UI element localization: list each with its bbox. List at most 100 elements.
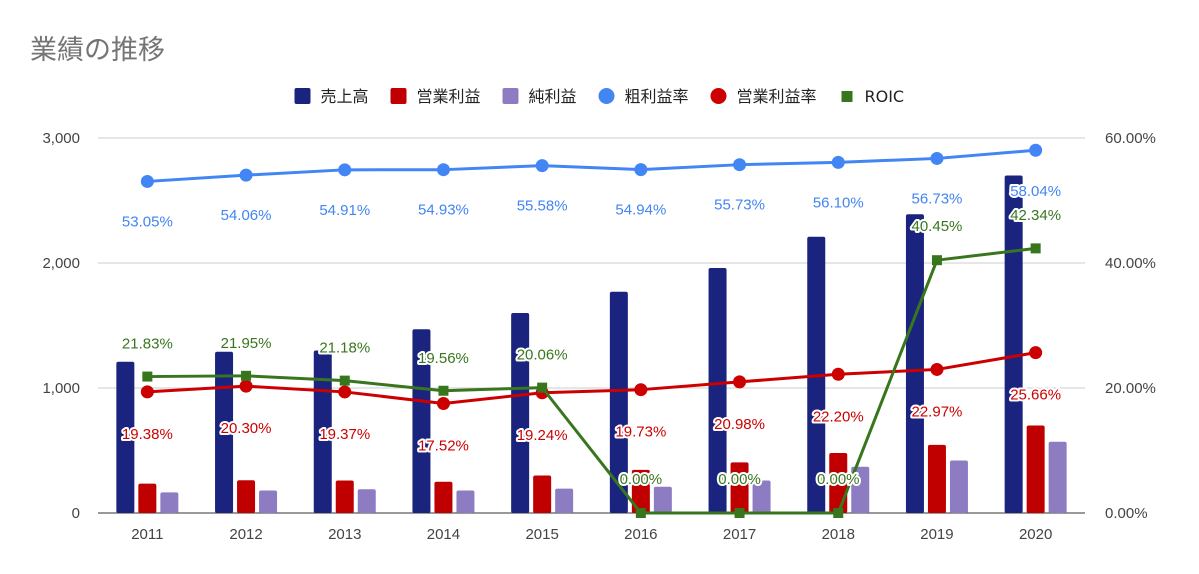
line-粗利益率 xyxy=(147,148,1036,183)
chart-title: 業績の推移 xyxy=(30,35,165,66)
marker-ROIC xyxy=(833,508,844,518)
bar-純利益 xyxy=(357,489,376,513)
y-right-tick-label: 20.00% xyxy=(1105,380,1156,397)
label-ROIC: 21.83% xyxy=(122,336,173,353)
x-tick-label: 2015 xyxy=(525,526,558,543)
bar-営業利益 xyxy=(1026,425,1045,513)
y-left-tick-label: 2,000 xyxy=(42,255,80,272)
label-営業利益率: 19.24% xyxy=(517,427,568,444)
bar-営業利益 xyxy=(434,481,453,513)
legend-label-売上高: 売上高 xyxy=(321,87,369,106)
marker-ROIC xyxy=(339,375,350,386)
bar-売上高 xyxy=(215,351,234,513)
legend-label-営業利益率: 営業利益率 xyxy=(737,87,817,106)
label-粗利益率: 55.58% xyxy=(517,198,568,215)
bar-純利益 xyxy=(555,488,574,513)
label-営業利益率: 25.66% xyxy=(1010,387,1061,404)
x-tick-label: 2018 xyxy=(822,526,855,543)
marker-粗利益率 xyxy=(140,174,154,188)
marker-営業利益率 xyxy=(338,385,352,399)
bar-売上高 xyxy=(116,361,135,513)
marker-ROIC xyxy=(734,508,745,518)
label-営業利益率: 22.97% xyxy=(912,403,963,420)
label-ROIC: 0.00% xyxy=(718,471,761,488)
bar-売上高 xyxy=(609,291,628,513)
x-tick-label: 2011 xyxy=(131,526,163,543)
label-ROIC: 40.45% xyxy=(912,218,963,235)
legend-swatch-売上高 xyxy=(294,88,311,104)
label-営業利益率: 19.37% xyxy=(319,426,370,443)
bar-売上高 xyxy=(708,268,727,513)
bar-純利益 xyxy=(456,490,475,513)
y-right-tick-label: 0.00% xyxy=(1105,505,1148,522)
x-tick-label: 2014 xyxy=(427,526,460,543)
legend: 売上高 営業利益 純利益 粗利益率 営業利益率 ROIC xyxy=(294,87,905,106)
marker-粗利益率 xyxy=(733,158,747,172)
label-ROIC: 21.18% xyxy=(319,340,370,357)
x-tick-label: 2019 xyxy=(920,526,953,543)
label-営業利益率: 19.38% xyxy=(122,426,173,443)
marker-ROIC xyxy=(537,382,548,393)
bar-売上高 xyxy=(1004,175,1023,513)
bar-売上高 xyxy=(511,313,530,513)
y-right-tick-label: 40.00% xyxy=(1105,255,1156,272)
x-tick-label: 2012 xyxy=(229,526,262,543)
legend-swatch-営業利益 xyxy=(390,88,407,104)
marker-粗利益率 xyxy=(634,163,648,177)
label-営業利益率: 20.98% xyxy=(714,416,765,433)
bar-営業利益 xyxy=(631,469,650,513)
label-粗利益率: 58.04% xyxy=(1010,183,1061,200)
marker-ROIC xyxy=(931,255,942,266)
marker-粗利益率 xyxy=(239,168,253,182)
data-labels: 53.05% 54.06% 54.91% 54.93% 55.58% 54.94% 55.7… xyxy=(120,181,1063,490)
bar-純利益 xyxy=(259,490,278,513)
marker-ROIC xyxy=(241,370,252,381)
marker-ROIC xyxy=(438,385,449,396)
y-right-tick-label: 60.00% xyxy=(1105,130,1156,147)
legend-swatch-粗利益率 xyxy=(598,88,615,104)
marker-営業利益率 xyxy=(733,375,747,389)
label-ROIC: 20.06% xyxy=(517,347,568,364)
marker-ROIC xyxy=(142,371,153,382)
marker-ROIC xyxy=(1030,243,1041,254)
marker-ROIC xyxy=(635,508,646,518)
marker-営業利益率 xyxy=(831,367,845,381)
legend-swatch-純利益 xyxy=(502,88,519,104)
bar-純利益 xyxy=(160,492,179,513)
y-left-tick-label: 1,000 xyxy=(42,380,80,397)
label-ROIC: 19.56% xyxy=(418,350,469,367)
line-営業利益率 xyxy=(147,351,1036,405)
legend-label-ROIC: ROIC xyxy=(865,87,905,106)
legend-swatch-ROIC xyxy=(841,91,853,102)
label-粗利益率: 56.10% xyxy=(813,194,864,211)
marker-粗利益率 xyxy=(930,151,944,165)
label-ROIC: 21.95% xyxy=(221,335,272,352)
legend-label-純利益: 純利益 xyxy=(529,87,577,106)
label-営業利益率: 22.20% xyxy=(813,408,864,425)
bar-売上高 xyxy=(905,214,924,513)
x-tick-label: 2017 xyxy=(723,526,756,543)
label-ROIC: 42.34% xyxy=(1010,207,1061,224)
bar-営業利益 xyxy=(533,475,552,513)
y-left-tick-label: 0 xyxy=(72,505,80,522)
x-tick-label: 2020 xyxy=(1019,526,1052,543)
marker-営業利益率 xyxy=(930,362,944,376)
legend-label-粗利益率: 粗利益率 xyxy=(625,87,689,106)
bar-純利益 xyxy=(752,480,771,513)
marker-営業利益率 xyxy=(436,397,450,410)
marker-粗利益率 xyxy=(831,155,845,169)
bar-営業利益 xyxy=(138,483,157,513)
marker-営業利益率 xyxy=(239,379,253,393)
bar-営業利益 xyxy=(237,480,256,513)
label-粗利益率: 54.91% xyxy=(319,202,370,219)
y-left-tick-label: 3,000 xyxy=(42,130,80,147)
label-営業利益率: 17.52% xyxy=(418,438,469,455)
marker-営業利益率 xyxy=(634,383,648,397)
marker-粗利益率 xyxy=(338,163,352,177)
bar-営業利益 xyxy=(335,480,354,513)
label-粗利益率: 54.94% xyxy=(615,202,666,219)
bar-純利益 xyxy=(1048,441,1067,513)
label-営業利益率: 19.73% xyxy=(615,424,666,441)
